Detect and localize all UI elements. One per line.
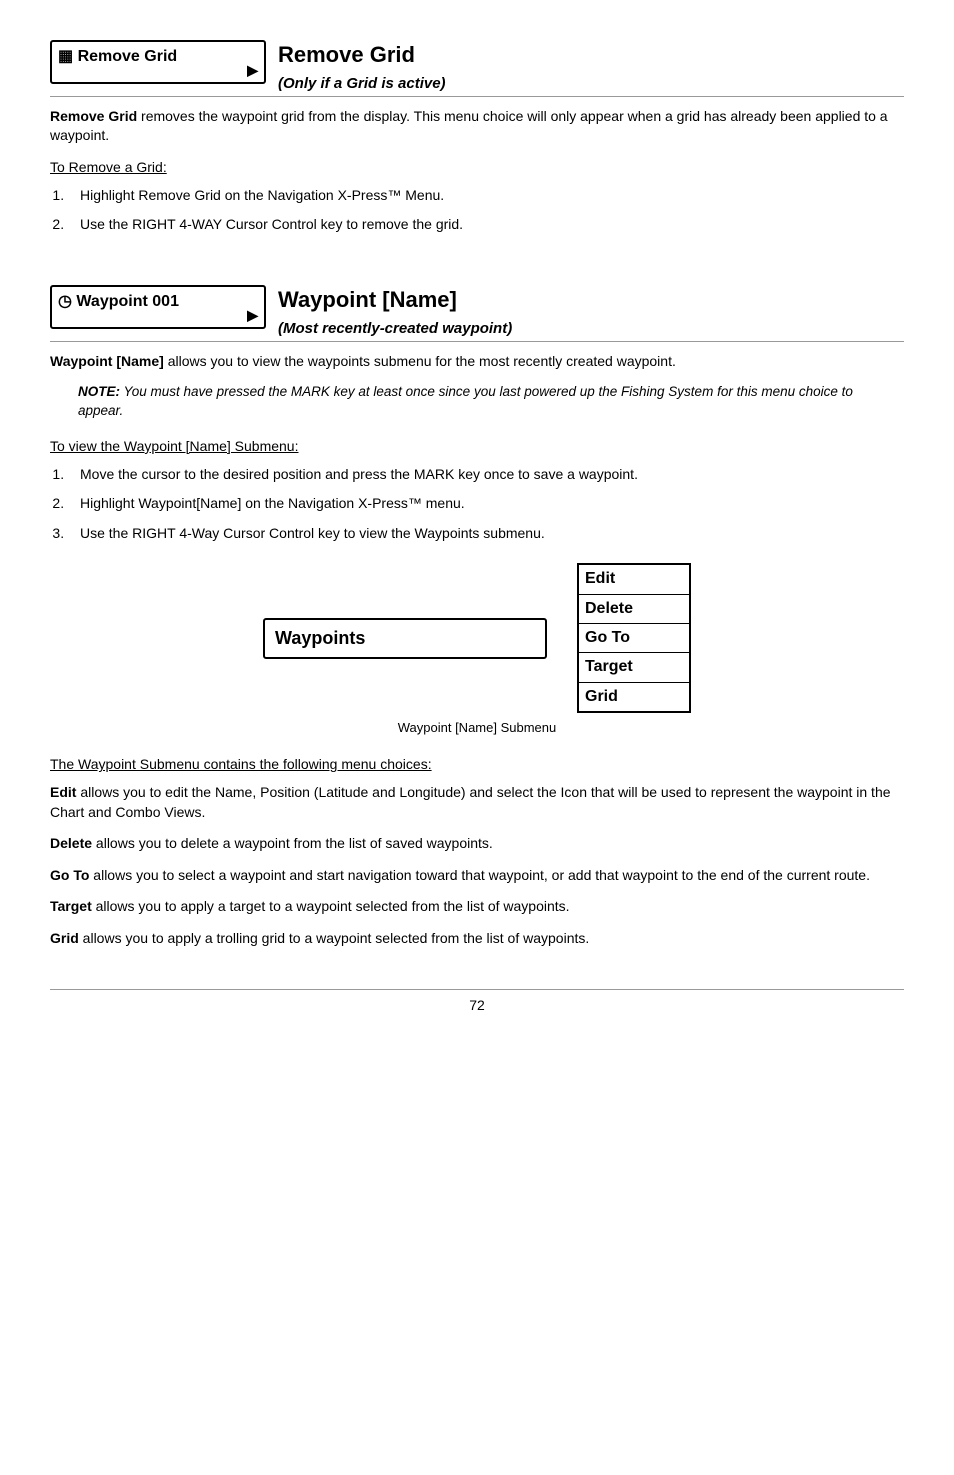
remove-grid-steps: Highlight Remove Grid on the Navigation … bbox=[68, 186, 904, 235]
goto-desc: Go To allows you to select a waypoint an… bbox=[50, 866, 904, 886]
target-desc: Target allows you to apply a target to a… bbox=[50, 897, 904, 917]
remove-grid-title: Remove Grid bbox=[278, 40, 446, 71]
submenu-item: Edit bbox=[579, 565, 689, 594]
waypoint-note-bold: NOTE: bbox=[78, 384, 120, 399]
remove-grid-title-block: Remove Grid (Only if a Grid is active) bbox=[278, 40, 446, 94]
waypoint-title-block: Waypoint [Name] (Most recently-created w… bbox=[278, 285, 512, 339]
waypoint-menu-box: ◷ Waypoint 001 ▶ bbox=[50, 285, 266, 329]
waypoints-caption: Waypoint [Name] Submenu bbox=[50, 719, 904, 737]
submenu-item: Go To bbox=[579, 624, 689, 653]
list-item: Move the cursor to the desired position … bbox=[68, 465, 904, 485]
remove-grid-intro: Remove Grid removes the waypoint grid fr… bbox=[50, 107, 904, 146]
waypoint-note-text: You must have pressed the MARK key at le… bbox=[78, 384, 853, 418]
list-item: Use the RIGHT 4-Way Cursor Control key t… bbox=[68, 524, 904, 544]
remove-grid-header: ▦ Remove Grid ▶ Remove Grid (Only if a G… bbox=[50, 40, 904, 94]
submenu-item: Delete bbox=[579, 595, 689, 624]
waypoints-menu-list: Edit Delete Go To Target Grid bbox=[577, 563, 691, 713]
delete-text: allows you to delete a waypoint from the… bbox=[92, 835, 493, 851]
remove-grid-intro-bold: Remove Grid bbox=[50, 108, 137, 124]
waypoint-title: Waypoint [Name] bbox=[278, 285, 512, 316]
delete-desc: Delete allows you to delete a waypoint f… bbox=[50, 834, 904, 854]
divider bbox=[50, 96, 904, 97]
remove-grid-menu-label: Remove Grid bbox=[78, 48, 178, 65]
target-bold: Target bbox=[50, 898, 92, 914]
waypoint-choices-header: The Waypoint Submenu contains the follow… bbox=[50, 755, 904, 775]
remove-grid-howto: To Remove a Grid: bbox=[50, 158, 904, 178]
waypoint-steps: Move the cursor to the desired position … bbox=[68, 465, 904, 544]
grid-text: allows you to apply a trolling grid to a… bbox=[79, 930, 589, 946]
waypoints-box: Waypoints bbox=[263, 618, 547, 659]
waypoints-submenu-figure: Waypoints Edit Delete Go To Target Grid bbox=[50, 563, 904, 713]
arrow-icon: ▶ bbox=[247, 306, 258, 326]
remove-grid-menu-box: ▦ Remove Grid ▶ bbox=[50, 40, 266, 84]
submenu-item: Target bbox=[579, 653, 689, 682]
edit-desc: Edit allows you to edit the Name, Positi… bbox=[50, 783, 904, 822]
clock-icon: ◷ bbox=[58, 293, 72, 310]
remove-grid-intro-text: removes the waypoint grid from the displ… bbox=[50, 108, 888, 144]
delete-bold: Delete bbox=[50, 835, 92, 851]
goto-text: allows you to select a waypoint and star… bbox=[89, 867, 870, 883]
waypoint-note: NOTE: You must have pressed the MARK key… bbox=[78, 383, 894, 421]
list-item: Use the RIGHT 4-WAY Cursor Control key t… bbox=[68, 215, 904, 235]
edit-bold: Edit bbox=[50, 784, 76, 800]
page-number: 72 bbox=[469, 997, 485, 1013]
list-item: Highlight Remove Grid on the Navigation … bbox=[68, 186, 904, 206]
waypoint-header: ◷ Waypoint 001 ▶ Waypoint [Name] (Most r… bbox=[50, 285, 904, 339]
edit-text: allows you to edit the Name, Position (L… bbox=[50, 784, 891, 820]
grid-icon: ▦ bbox=[58, 48, 73, 65]
waypoint-howto: To view the Waypoint [Name] Submenu: bbox=[50, 437, 904, 457]
divider bbox=[50, 341, 904, 342]
arrow-icon: ▶ bbox=[247, 61, 258, 81]
grid-bold: Grid bbox=[50, 930, 79, 946]
waypoint-intro-bold: Waypoint [Name] bbox=[50, 353, 164, 369]
waypoint-subtitle: (Most recently-created waypoint) bbox=[278, 318, 512, 339]
waypoint-menu-label: Waypoint 001 bbox=[76, 293, 179, 310]
target-text: allows you to apply a target to a waypoi… bbox=[92, 898, 570, 914]
goto-bold: Go To bbox=[50, 867, 89, 883]
list-item: Highlight Waypoint[Name] on the Navigati… bbox=[68, 494, 904, 514]
waypoint-intro-text: allows you to view the waypoints submenu… bbox=[164, 353, 676, 369]
remove-grid-subtitle: (Only if a Grid is active) bbox=[278, 73, 446, 94]
grid-desc: Grid allows you to apply a trolling grid… bbox=[50, 929, 904, 949]
page-footer: 72 bbox=[50, 989, 904, 1016]
submenu-item: Grid bbox=[579, 683, 689, 711]
waypoint-intro: Waypoint [Name] allows you to view the w… bbox=[50, 352, 904, 372]
